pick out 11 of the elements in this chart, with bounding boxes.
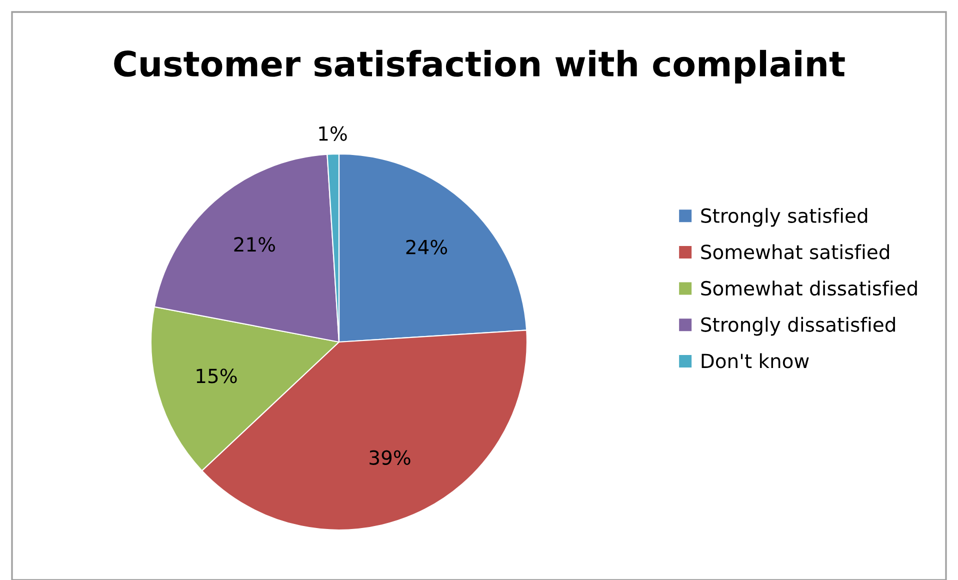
data-label: 1% bbox=[319, 126, 347, 141]
legend-label: Somewhat dissatisfied bbox=[701, 280, 917, 296]
legend-label: Strongly dissatisfied bbox=[701, 316, 895, 336]
legend-label: Strongly satisfied bbox=[701, 208, 868, 227]
legend-label: Don't know bbox=[702, 353, 809, 368]
data-label: 39% bbox=[370, 450, 410, 465]
data-label: 21% bbox=[234, 237, 275, 252]
chart-title: Customer satisfaction with complaint bbox=[114, 50, 845, 84]
legend-label: Somewhat satisfied bbox=[701, 244, 889, 260]
data-label: 15% bbox=[196, 368, 237, 384]
data-label: 24% bbox=[406, 240, 448, 254]
